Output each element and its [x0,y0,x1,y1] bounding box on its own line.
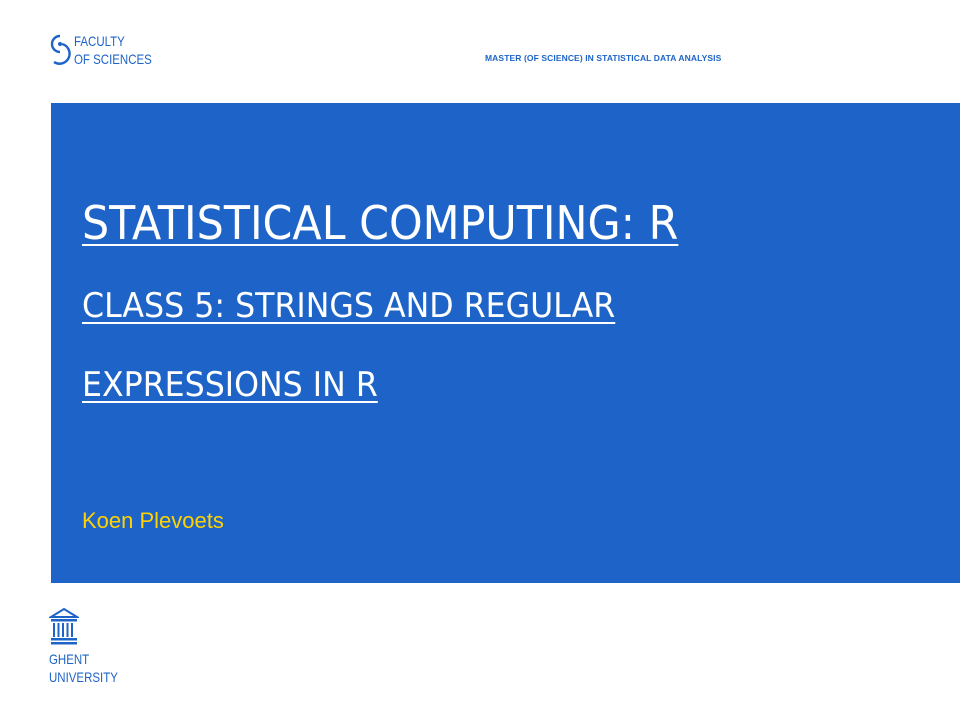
author-name: Koen Plevoets [82,508,224,533]
faculty-of-sciences-logo-icon [50,34,71,65]
ghent-university-building-icon [49,608,79,645]
faculty-line1: FACULTY [74,33,125,49]
university-wordmark: GHENT UNIVERSITY [49,650,118,686]
slide-title: STATISTICAL COMPUTING: R [82,196,679,250]
ghent-university-logo: GHENT UNIVERSITY [49,608,129,688]
slide-subtitle-line2: EXPRESSIONS IN R [82,365,378,405]
faculty-line2: OF SCIENCES [74,51,152,67]
faculty-logo: FACULTY OF SCIENCES [50,32,160,72]
title-panel: STATISTICAL COMPUTING: R CLASS 5: STRING… [51,103,960,583]
slide-subtitle-line1: CLASS 5: STRINGS AND REGULAR [82,286,616,326]
university-line1: GHENT [49,651,90,667]
university-line2: UNIVERSITY [49,669,118,685]
program-title: MASTER (OF SCIENCE) IN STATISTICAL DATA … [485,53,722,63]
faculty-wordmark: FACULTY OF SCIENCES [74,32,152,68]
